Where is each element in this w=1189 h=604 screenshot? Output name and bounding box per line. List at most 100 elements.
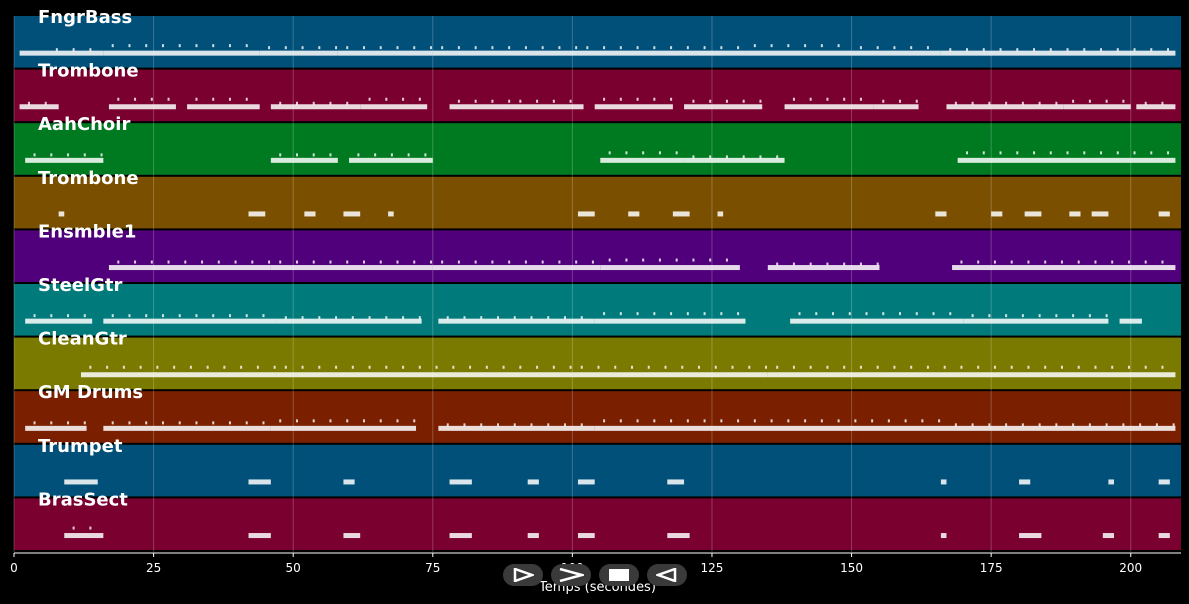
note-band xyxy=(1063,99,1131,110)
note-band xyxy=(1158,211,1170,217)
skip-forward-button[interactable] xyxy=(503,564,543,586)
note-band xyxy=(952,260,1176,271)
note-band xyxy=(594,419,947,431)
note-band xyxy=(946,423,1176,431)
x-tick-label: 175 xyxy=(980,561,1003,575)
note-band xyxy=(577,533,595,539)
note-band xyxy=(187,97,260,110)
note-band xyxy=(343,479,355,485)
x-tick-label: 200 xyxy=(1119,561,1142,575)
note-band xyxy=(19,101,59,110)
note-band xyxy=(1119,318,1142,324)
note-band xyxy=(304,211,316,217)
note-band xyxy=(572,365,768,378)
track-row: Trombone xyxy=(14,168,1181,229)
track-label: FngrBass xyxy=(38,7,132,28)
rewind-button[interactable] xyxy=(647,564,687,586)
note-band xyxy=(527,533,539,539)
fast-forward-icon xyxy=(559,568,584,582)
note-band xyxy=(449,99,511,110)
rewind-icon xyxy=(656,568,677,582)
x-tick-label: 125 xyxy=(701,561,724,575)
note-band xyxy=(1158,533,1170,539)
note-band xyxy=(432,46,578,56)
note-band xyxy=(259,46,338,56)
note-band xyxy=(449,479,472,485)
track-row: CleanGtr xyxy=(14,329,1181,390)
note-band xyxy=(248,479,271,485)
track-row: GM Drums xyxy=(14,382,1181,443)
track-row: AahChoir xyxy=(14,114,1181,175)
track-row: FngrBass xyxy=(14,7,1181,68)
note-band xyxy=(276,365,573,378)
track-background xyxy=(14,284,1181,336)
track-label: BrasSect xyxy=(38,489,128,510)
note-band xyxy=(935,211,947,217)
note-band xyxy=(767,365,1176,378)
note-band xyxy=(58,211,65,217)
track-label: GM Drums xyxy=(38,382,143,403)
note-band xyxy=(510,99,584,110)
track-background xyxy=(14,498,1181,550)
note-band xyxy=(337,46,433,56)
x-tick-label: 50 xyxy=(286,561,301,575)
note-band xyxy=(957,151,1176,163)
note-band xyxy=(343,211,361,217)
track-background xyxy=(14,176,1181,229)
note-band xyxy=(594,97,673,110)
note-band xyxy=(1158,479,1170,485)
note-band xyxy=(873,99,919,110)
track-background xyxy=(14,69,1181,122)
note-band xyxy=(594,312,746,324)
note-band xyxy=(628,211,640,217)
note-band xyxy=(438,316,595,324)
note-band xyxy=(767,262,880,271)
note-band xyxy=(64,526,104,539)
note-band xyxy=(784,97,874,110)
note-band xyxy=(684,99,763,110)
track-row: Trumpet xyxy=(14,436,1181,497)
note-band xyxy=(449,533,472,539)
note-band xyxy=(1019,479,1031,485)
playback-controls xyxy=(503,564,689,586)
track-row: SteelGtr xyxy=(14,275,1181,336)
note-band xyxy=(108,260,271,271)
note-band xyxy=(103,421,271,431)
track-background xyxy=(14,16,1181,68)
note-band xyxy=(349,153,433,163)
note-band xyxy=(1108,479,1114,485)
note-band xyxy=(270,101,361,110)
x-tick-label: 75 xyxy=(425,561,440,575)
note-band xyxy=(790,312,964,324)
x-tick-label: 0 xyxy=(10,561,18,575)
skip-forward-icon xyxy=(513,568,534,582)
note-band xyxy=(577,479,595,485)
stop-button[interactable] xyxy=(599,564,639,586)
track-background xyxy=(14,391,1181,443)
x-tick-label: 25 xyxy=(146,561,161,575)
note-band xyxy=(667,533,690,539)
note-band xyxy=(577,211,595,217)
note-band xyxy=(103,44,260,56)
track-label: Trombone xyxy=(38,168,139,189)
note-band xyxy=(81,365,277,378)
note-band xyxy=(1136,101,1176,110)
track-background xyxy=(14,444,1181,497)
note-band xyxy=(47,48,104,56)
note-band xyxy=(432,260,601,271)
note-band xyxy=(940,48,1176,56)
track-background xyxy=(14,123,1181,175)
track-row: Trombone xyxy=(14,61,1181,122)
note-band xyxy=(270,419,417,431)
note-band xyxy=(667,479,685,485)
note-band xyxy=(684,155,785,163)
fast-forward-button[interactable] xyxy=(551,564,591,586)
track-row: Ensmble1 xyxy=(14,221,1181,282)
note-band xyxy=(64,479,98,485)
note-band xyxy=(343,533,361,539)
note-band xyxy=(360,97,428,110)
note-band xyxy=(108,97,176,110)
note-band xyxy=(25,153,104,163)
note-band xyxy=(940,533,947,539)
